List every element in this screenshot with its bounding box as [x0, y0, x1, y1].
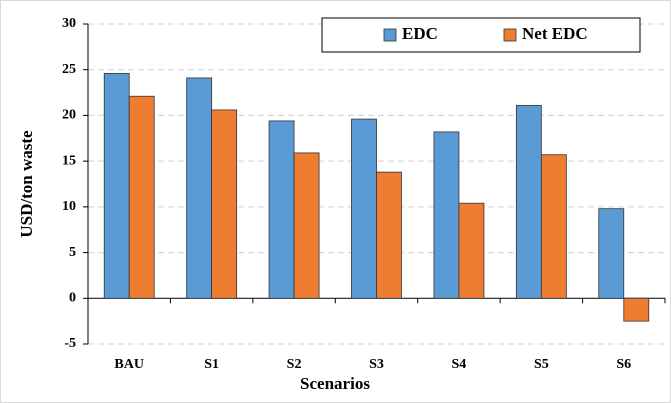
y-tick-label: -5	[64, 336, 76, 351]
bar	[293, 152, 320, 299]
y-tick-label: 20	[62, 108, 76, 123]
y-tick-label: 0	[69, 291, 76, 306]
legend-label: Net EDC	[522, 24, 588, 43]
x-tick-label: S2	[287, 357, 302, 372]
y-tick-label: 30	[62, 16, 76, 31]
bar	[540, 154, 567, 299]
x-tick-label: S5	[534, 357, 549, 372]
bar	[186, 77, 213, 299]
x-tick-label: BAU	[114, 357, 144, 372]
x-tick-label: S6	[616, 357, 631, 372]
bar	[515, 104, 542, 299]
bar	[211, 109, 238, 299]
y-axis-title: USD/ton waste	[17, 130, 36, 238]
bar	[598, 208, 625, 299]
bar	[376, 171, 402, 299]
y-tick-label: 25	[62, 62, 76, 77]
bar	[103, 72, 130, 299]
x-tick-label: S4	[452, 357, 467, 372]
bar	[433, 131, 460, 299]
legend-swatch	[383, 28, 397, 42]
bar	[128, 95, 155, 299]
bar	[623, 297, 650, 322]
x-tick-label: S1	[204, 357, 219, 372]
x-tick-label: S3	[369, 357, 384, 372]
bar	[351, 118, 377, 299]
legend-box	[321, 17, 641, 53]
bar	[268, 120, 295, 299]
y-tick-label: 5	[69, 245, 76, 260]
x-axis-title: Scenarios	[300, 374, 370, 393]
y-tick-label: 10	[62, 199, 76, 214]
legend-label: EDC	[402, 24, 438, 43]
bar	[458, 202, 485, 299]
legend-swatch	[503, 28, 517, 42]
y-tick-label: 15	[62, 153, 76, 168]
